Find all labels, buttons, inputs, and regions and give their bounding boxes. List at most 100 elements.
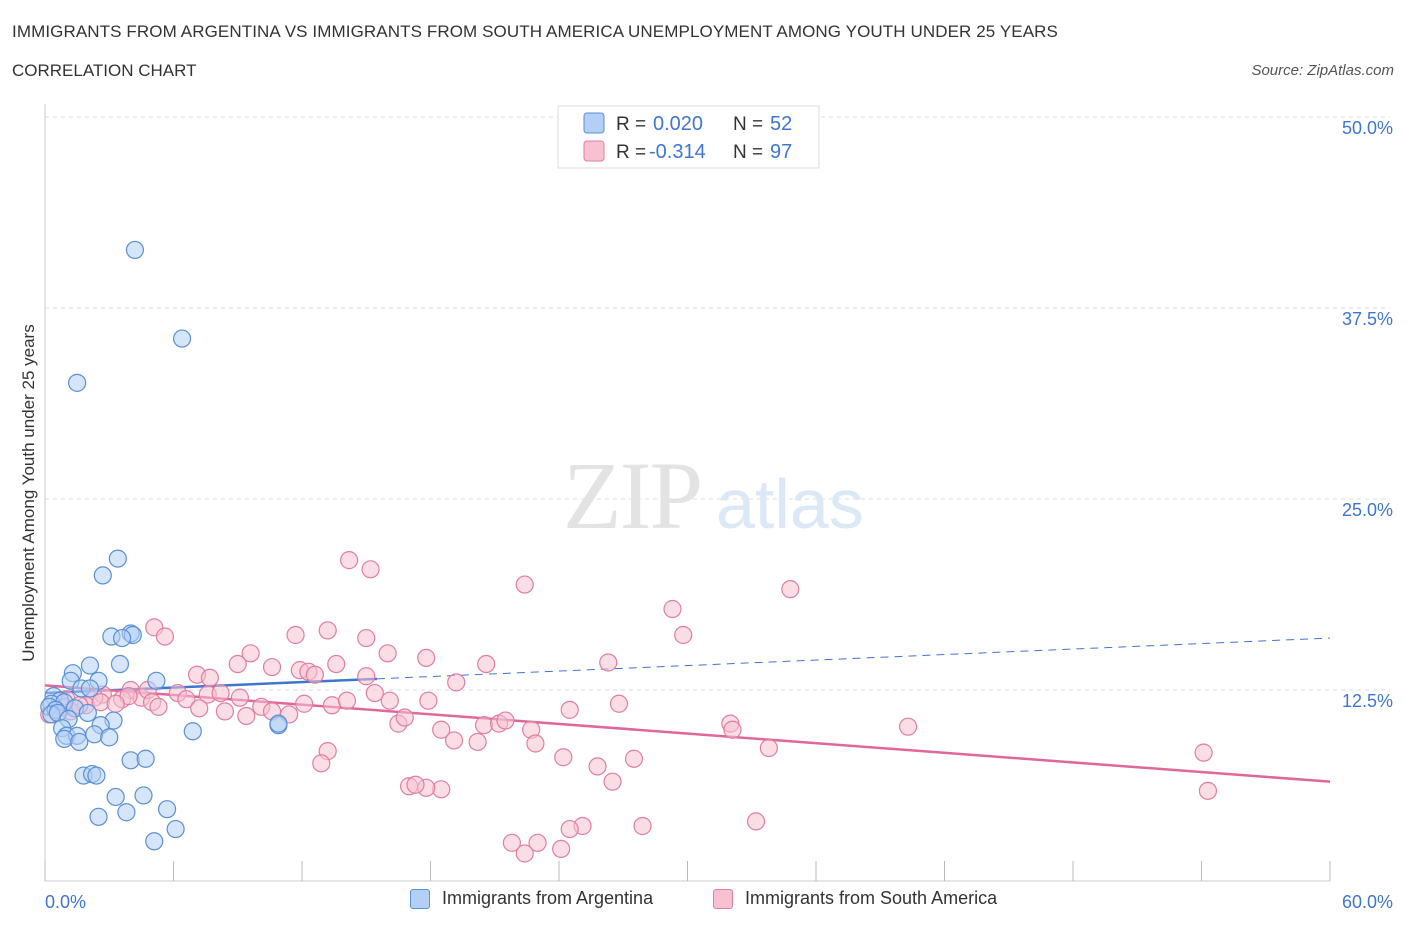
grid-layer	[45, 116, 1390, 691]
y-axis-label: Unemployment Among Youth under 25 years	[19, 324, 38, 661]
point-south-america	[322, 696, 342, 715]
point-argentina	[55, 729, 74, 748]
legend-r-value-argentina: 0.020	[653, 113, 703, 135]
point-argentina	[100, 728, 119, 747]
point-argentina	[166, 819, 185, 839]
point-south-america	[211, 683, 230, 703]
point-argentina	[147, 671, 166, 690]
point-south-america	[624, 749, 644, 768]
point-south-america	[468, 732, 487, 752]
point-south-america	[215, 702, 234, 721]
legend-label-south-america: Immigrants from South America	[745, 888, 998, 908]
watermark: ZIP atlas	[563, 442, 864, 549]
point-south-america	[395, 708, 414, 727]
y-tick-labels: 12.5% 25.0% 37.5% 50.0%	[1342, 118, 1393, 711]
legend-n-value-argentina: 52	[770, 113, 792, 135]
point-south-america	[432, 780, 451, 799]
legend-n-label-argentina: N =	[733, 114, 763, 135]
point-south-america	[444, 731, 464, 750]
point-south-america	[106, 694, 125, 713]
point-south-america	[149, 697, 168, 716]
point-argentina	[70, 732, 89, 752]
point-south-america	[496, 711, 515, 730]
legend-r-label-argentina: R =	[616, 114, 646, 135]
point-argentina	[134, 786, 153, 805]
point-south-america	[515, 575, 534, 594]
legend-swatch-argentina	[583, 112, 605, 134]
point-south-america	[361, 560, 380, 579]
point-argentina	[121, 751, 140, 770]
point-argentina	[112, 628, 132, 648]
y-tick-label: 12.5%	[1342, 691, 1393, 711]
point-south-america	[312, 754, 331, 773]
point-south-america	[560, 700, 579, 719]
source-label: Source: ZipAtlas.com	[1251, 62, 1394, 79]
point-south-america	[419, 691, 438, 710]
legend-item-argentina[interactable]: Immigrants from Argentina	[410, 888, 653, 909]
y-tick-label: 50.0%	[1342, 118, 1393, 138]
legend-r-value-south-america: -0.314	[649, 141, 706, 163]
point-south-america	[190, 699, 209, 718]
point-south-america	[200, 668, 220, 687]
point-south-america	[674, 625, 693, 645]
point-south-america	[528, 833, 547, 852]
point-south-america	[447, 673, 466, 692]
stats-legend: R = 0.020 N = 52 R = -0.314 N = 97	[557, 105, 820, 169]
point-south-america	[477, 654, 496, 674]
point-argentina	[157, 800, 177, 819]
legend-label-argentina: Immigrants from Argentina	[442, 888, 654, 908]
point-south-america	[663, 599, 682, 619]
point-south-america	[599, 653, 618, 672]
point-south-america	[588, 757, 607, 776]
point-south-america	[781, 580, 800, 599]
series-legend: Immigrants from Argentina Immigrants fro…	[0, 888, 1406, 916]
watermark-zip: ZIP	[563, 442, 701, 549]
point-south-america	[340, 551, 359, 570]
point-argentina	[89, 807, 108, 826]
point-south-america	[554, 748, 573, 767]
point-argentina	[117, 803, 136, 822]
point-argentina	[93, 566, 112, 585]
point-argentina	[172, 329, 192, 348]
point-argentina	[269, 714, 288, 733]
point-south-america	[502, 833, 521, 852]
point-south-america	[241, 644, 260, 663]
point-south-america	[609, 694, 629, 713]
point-south-america	[526, 734, 545, 753]
point-south-america	[515, 844, 534, 863]
axes-layer	[44, 104, 1331, 882]
point-south-america	[746, 812, 766, 831]
point-argentina	[80, 679, 100, 698]
point-south-america	[318, 621, 337, 640]
point-south-america	[552, 839, 571, 859]
x-tick-label-min: 0.0%	[45, 892, 86, 912]
point-argentina	[87, 766, 106, 785]
point-south-america	[380, 691, 399, 710]
point-south-america	[378, 644, 397, 663]
point-argentina	[125, 240, 145, 260]
point-south-america	[474, 716, 494, 735]
point-south-america	[155, 627, 175, 646]
point-argentina	[85, 725, 104, 744]
point-south-america	[237, 706, 256, 726]
watermark-atlas: atlas	[716, 465, 864, 543]
chart-title: IMMIGRANTS FROM ARGENTINA VS IMMIGRANTS …	[12, 22, 1058, 41]
point-south-america	[1194, 743, 1213, 762]
point-argentina	[68, 373, 87, 392]
chart-subtitle: CORRELATION CHART	[12, 61, 197, 80]
points-layer	[40, 240, 1218, 863]
point-south-america	[723, 720, 742, 739]
legend-n-label-south-america: N =	[733, 142, 763, 163]
legend-item-south-america[interactable]: Immigrants from South America	[713, 888, 997, 909]
point-south-america	[357, 667, 376, 686]
point-south-america	[432, 720, 451, 739]
y-tick-label: 37.5%	[1342, 309, 1393, 329]
legend-swatch-south-america	[583, 140, 605, 162]
point-south-america	[898, 717, 918, 736]
legend-marker-argentina	[410, 888, 430, 909]
legend-n-value-south-america: 97	[770, 141, 792, 163]
point-argentina	[136, 749, 155, 768]
point-argentina	[108, 549, 127, 568]
point-argentina	[110, 654, 130, 674]
